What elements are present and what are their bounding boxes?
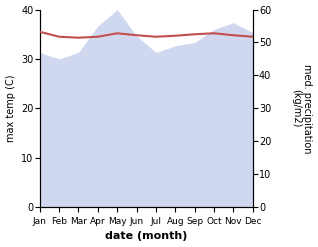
X-axis label: date (month): date (month) <box>105 231 187 242</box>
Y-axis label: med. precipitation
(kg/m2): med. precipitation (kg/m2) <box>291 64 313 153</box>
Y-axis label: max temp (C): max temp (C) <box>5 75 16 142</box>
